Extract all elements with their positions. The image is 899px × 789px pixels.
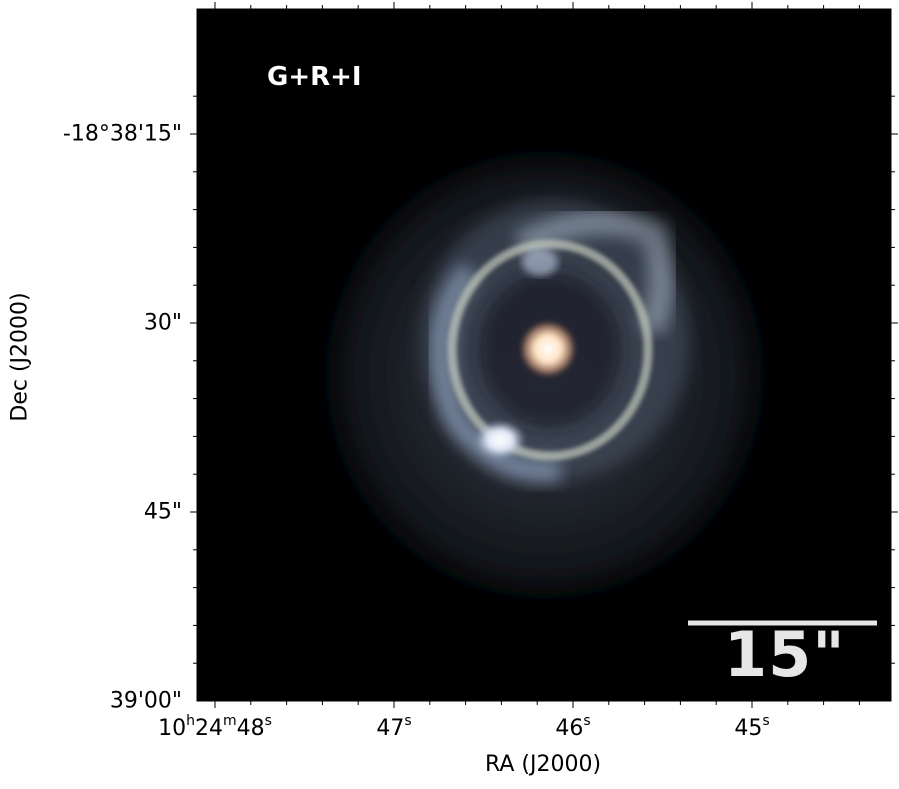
ra-tick-label: 10h24m48s [158,713,272,741]
upper-right-lobe [514,209,675,336]
scale-bar-label: 15" [724,618,846,691]
dec-tick-label: 39'00" [109,688,182,714]
y-axis-title: Dec (J2000) [7,292,33,422]
ra-tick-label: 45s [734,713,770,741]
lens-galaxy-core [518,319,578,379]
dec-tick-label: -18°38'15" [62,121,182,147]
x-axis-title: RA (J2000) [484,752,602,777]
axis-ticks [190,2,898,708]
einstein-ring [447,239,653,461]
dec-tick-label: 45" [143,499,182,525]
ra-tick-label: 46s [555,713,591,741]
bright-knot [474,420,526,460]
dec-tick-label: 30" [143,310,182,336]
axes-frame [196,8,892,702]
lens-image [197,9,891,701]
filter-label: G+R+I [267,62,362,92]
upper-knot [522,248,558,276]
blue-arc-left [429,262,562,483]
ra-tick-label: 47s [376,713,412,741]
